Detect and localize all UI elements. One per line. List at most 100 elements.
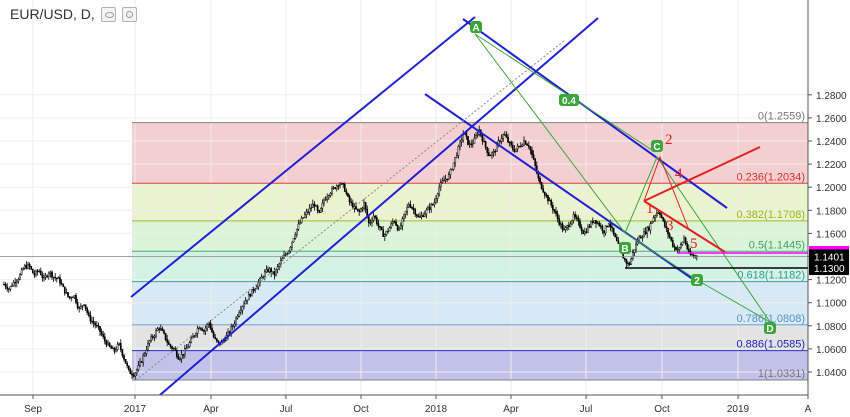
fib-label: 1(1.0331): [758, 368, 805, 380]
fib-lines: 0(1.2559) 0.236(1.2034) 0.382(1.1708) 0.5(1…: [132, 111, 808, 381]
price-candle-body: [423, 213, 426, 217]
price-candle-body: [422, 215, 425, 217]
price-candle-body: [79, 305, 82, 309]
price-candle-body: [331, 188, 333, 194]
price-candle-body: [132, 374, 135, 377]
eye-icon[interactable]: [100, 6, 116, 22]
price-candle-body: [199, 327, 202, 330]
price-candle-body: [233, 323, 236, 327]
wave-marker-text: 0.4: [562, 96, 576, 107]
price-candle-body: [153, 335, 156, 338]
price-candle-body: [382, 229, 385, 237]
price-candle-body: [343, 184, 346, 192]
price-candle-body: [611, 226, 613, 229]
price-candle-body: [551, 204, 554, 210]
price-candle-body: [502, 134, 505, 139]
red-triangle-upper: [643, 146, 761, 202]
price-candle-body: [396, 225, 399, 231]
price-candle-body: [142, 355, 145, 363]
price-candle-body: [388, 227, 391, 232]
price-candle-body: [267, 269, 269, 272]
price-candle-body: [571, 220, 573, 225]
price-candle-body: [238, 312, 241, 317]
price-candle-body: [147, 342, 149, 351]
price-candle-body: [167, 342, 170, 345]
y-tick-label: 1.0400: [816, 368, 847, 379]
price-candle-body: [582, 230, 585, 234]
price-candle-body: [243, 303, 245, 307]
price-candle-body: [9, 285, 12, 290]
wave-marker: [691, 274, 703, 286]
y-tick-label: 1.1200: [816, 276, 847, 287]
y-tick-label: 1.1800: [816, 206, 847, 217]
price-candle-body: [91, 320, 93, 323]
price-candle-body: [515, 148, 517, 152]
price-candle-body: [377, 223, 380, 227]
price-candle-body: [310, 207, 313, 209]
price-candle-body: [321, 202, 324, 209]
price-candle-body: [203, 330, 205, 332]
price-candle-body: [123, 355, 125, 360]
price-candle-body: [212, 331, 215, 338]
header: EUR/USD, D,: [10, 6, 137, 22]
price-candle-body: [662, 217, 665, 221]
price-candle-body: [673, 245, 676, 248]
price-candle-body: [417, 215, 420, 218]
price-candle-body: [118, 343, 121, 345]
price-candle-body: [156, 328, 159, 331]
price-candle-body: [11, 285, 13, 287]
price-candle-body: [534, 158, 537, 167]
price-candle-body: [363, 202, 365, 209]
price-candle-body: [663, 220, 666, 227]
price-candle-body: [46, 275, 49, 277]
price-candle-body: [443, 179, 445, 182]
x-tick-label: Apr: [203, 404, 219, 415]
price-candle-body: [539, 177, 541, 183]
price-candle-body: [126, 363, 129, 367]
price-candle-body: [171, 346, 173, 349]
price-candle-body: [607, 223, 610, 227]
price-candle-body: [166, 339, 169, 343]
price-candle-body: [535, 165, 538, 174]
price-candle-body: [307, 211, 309, 214]
elliott-number: 4: [675, 166, 683, 182]
price-candle-body: [625, 259, 628, 264]
price-candle-body: [198, 327, 201, 329]
price-candle-body: [313, 203, 316, 207]
price-candle-body: [116, 344, 119, 350]
price-candle-body: [108, 342, 111, 347]
price-candle-body: [635, 243, 637, 250]
y-tick-label: 1.1600: [816, 229, 847, 240]
price-candle-body: [521, 144, 524, 147]
price-candle-body: [235, 317, 237, 325]
price-candle-body: [628, 263, 631, 265]
price-candle-body: [359, 208, 362, 213]
price-candle-body: [54, 276, 57, 279]
price-candle-body: [300, 217, 303, 223]
price-candle-body: [83, 304, 85, 306]
x-tick-label: A: [805, 404, 812, 415]
price-candle-body: [332, 187, 335, 189]
price-candle-body: [140, 361, 143, 363]
price-candle-body: [651, 221, 653, 224]
price-candle-body: [547, 195, 549, 202]
price-candle-body: [23, 265, 26, 269]
price-candle-body: [590, 221, 593, 227]
price-candle-body: [447, 174, 450, 180]
price-candle-body: [49, 271, 52, 274]
price-candle-body: [139, 361, 141, 366]
symbol-title[interactable]: EUR/USD, D,: [10, 6, 95, 22]
price-candle-body: [327, 195, 330, 198]
settings-icon[interactable]: [121, 6, 137, 22]
price-candle-body: [89, 314, 92, 322]
price-candle-body: [33, 272, 36, 276]
x-tick-label: Jul: [280, 404, 293, 415]
price-candle-body: [399, 225, 402, 229]
price-candle-body: [676, 249, 679, 251]
price-candle-body: [379, 225, 381, 228]
price-candle-body: [468, 143, 471, 145]
price-candle-body: [507, 136, 509, 143]
price-candle-body: [81, 305, 84, 307]
price-candle-body: [137, 365, 140, 371]
